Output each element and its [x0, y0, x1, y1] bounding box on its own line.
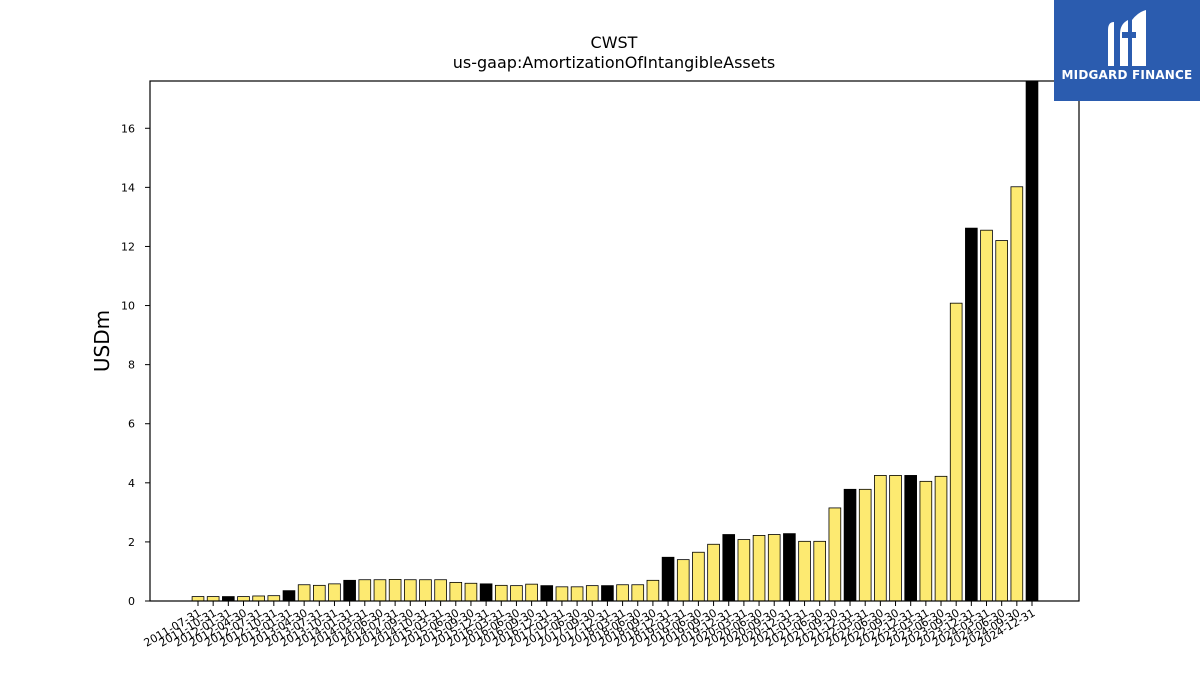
- bar-2016-03-31: [494, 584, 508, 602]
- bar-2023-03-31: [919, 480, 933, 602]
- bar-2019-09-30: [707, 543, 720, 602]
- bar-2014-06-30: [373, 579, 387, 602]
- bar-2012-04-30: [237, 596, 250, 602]
- bar-2020-12-31: [783, 533, 796, 602]
- bar-2023-09-30: [949, 302, 963, 602]
- bar-2021-06-30: [813, 540, 827, 602]
- bar-2018-09-30: [646, 579, 660, 602]
- y-tick-label: 10: [121, 300, 135, 313]
- bar-2014-09-30: [403, 579, 417, 602]
- bar-2021-03-31: [798, 540, 811, 602]
- bar-2013-01-31: [282, 590, 296, 602]
- bar-2018-03-31: [616, 584, 629, 602]
- bar-2016-12-31: [540, 585, 554, 602]
- y-tick-label: 12: [121, 240, 135, 253]
- bar-2020-06-30: [752, 535, 766, 602]
- y-tick-label: 2: [128, 536, 135, 549]
- bar-2017-09-30: [585, 585, 599, 602]
- chart-subtitle: us-gaap:AmortizationOfIntangibleAssets: [453, 53, 775, 72]
- bar-2014-01-31: [343, 579, 356, 602]
- y-tick-label: 14: [121, 181, 135, 194]
- bar-2022-12-31: [904, 475, 917, 602]
- bar-2022-06-30: [874, 475, 887, 602]
- bar-2012-01-31: [222, 596, 235, 602]
- bar-2019-03-31: [676, 559, 690, 602]
- y-tick-label: 0: [128, 595, 135, 608]
- bar-2021-09-30: [828, 507, 842, 602]
- bar-2019-06-30: [692, 551, 705, 602]
- bar-2015-12-31: [479, 583, 493, 602]
- bars: [191, 80, 1039, 602]
- bar-2020-03-31: [737, 539, 751, 602]
- bar-2014-03-31: [358, 579, 372, 602]
- bar-2012-10-31: [267, 595, 281, 602]
- bar-2013-10-31: [328, 583, 341, 602]
- bar-2020-09-30: [767, 534, 781, 602]
- bar-2016-06-30: [510, 585, 523, 602]
- bar-2023-12-31: [965, 227, 978, 602]
- y-axis-ticks: 0 2 4 6 8 10 12 14 16: [121, 122, 150, 608]
- bar-2022-03-31: [858, 488, 872, 602]
- bar-2023-06-30: [934, 475, 948, 602]
- bar-2017-03-31: [555, 586, 569, 602]
- y-tick-label: 8: [128, 359, 135, 372]
- bar-2016-09-30: [525, 583, 538, 602]
- bar-2013-07-31: [313, 584, 326, 602]
- bar-2012-07-31: [252, 595, 265, 602]
- bar-2024-12-31: [1025, 80, 1039, 602]
- bar-2024-06-30: [995, 240, 1008, 602]
- x-axis-ticks: 2011-07-312011-10-312012-01-312012-04-30…: [142, 601, 1038, 650]
- bar-2015-06-30: [449, 581, 463, 602]
- bar-2018-12-31: [661, 556, 675, 602]
- bar-2014-07-31: [388, 579, 402, 602]
- bar-2013-04-30: [297, 584, 311, 602]
- y-axis-label: USDm: [90, 310, 114, 372]
- brand-name: MIDGARD FINANCE: [1061, 68, 1193, 82]
- y-tick-label: 4: [128, 477, 135, 490]
- bar-2017-12-31: [601, 585, 614, 602]
- bar-2024-09-30: [1010, 186, 1024, 602]
- bar-2011-07-31: [191, 596, 205, 602]
- bar-2017-06-30: [570, 586, 584, 602]
- bar-2018-06-30: [631, 584, 645, 602]
- y-tick-label: 6: [128, 418, 135, 431]
- midgard-logo-icon: [1108, 10, 1146, 66]
- bar-2022-09-30: [889, 475, 902, 602]
- bar-2019-12-31: [722, 534, 736, 602]
- plot-frame: [149, 80, 1080, 602]
- y-tick-label: 16: [121, 122, 135, 135]
- brand-logo: MIDGARD FINANCE: [1054, 0, 1200, 101]
- bar-2011-10-31: [206, 596, 220, 602]
- bar-2024-03-31: [980, 229, 993, 602]
- bar-2021-12-31: [843, 488, 857, 602]
- bar-2015-09-30: [464, 582, 478, 602]
- bar-2014-10-31: [419, 579, 432, 602]
- chart-title: CWST: [591, 33, 638, 52]
- bar-2015-03-31: [434, 579, 447, 602]
